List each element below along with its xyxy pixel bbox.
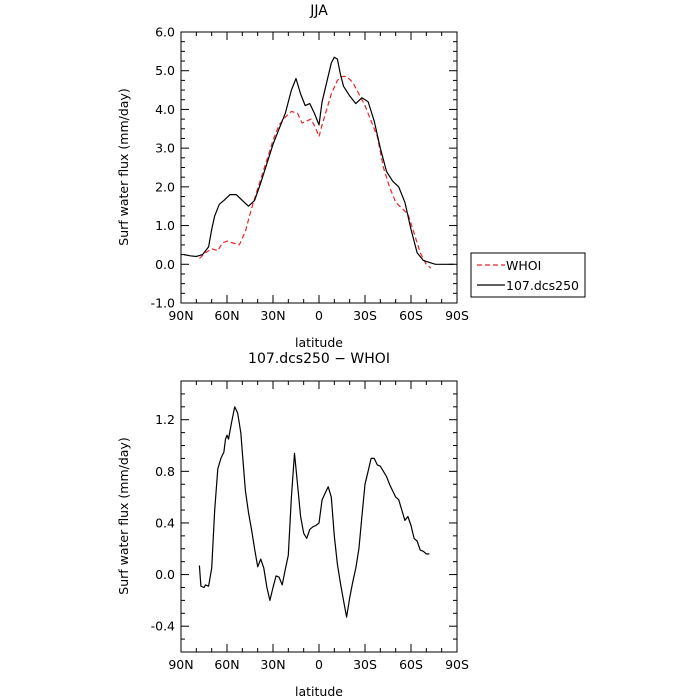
- legend-label-model: 107.dcs250: [506, 278, 579, 293]
- bottom-plot-frame: [180, 380, 458, 653]
- top-plot-frame: [180, 31, 458, 304]
- top-ytick-label: 2.0: [155, 179, 175, 194]
- bottom-ytick-label: 0.0: [155, 567, 175, 582]
- top-xtick-label: 0: [315, 308, 323, 323]
- bottom-ytick-label: 0.8: [155, 464, 175, 479]
- top-series-line-107-dcs250: [183, 56, 454, 265]
- bottom-series-line-difference: [198, 406, 430, 618]
- top-series-layer: [183, 56, 454, 269]
- bottom-panel-title: 107.dcs250 − WHOI: [248, 351, 390, 367]
- top-xtick-label: 30S: [353, 308, 377, 323]
- top-xtick-label: 90N: [168, 308, 193, 323]
- bottom-xtick-label: 30S: [353, 657, 377, 672]
- bottom-ytick-label: 0.4: [155, 515, 175, 530]
- bottom-xtick-label: 90S: [445, 657, 469, 672]
- top-xtick-label: 90S: [445, 308, 469, 323]
- top-panel-title: JJA: [309, 3, 328, 19]
- bottom-xtick-label: 0: [315, 657, 323, 672]
- bottom-y-axis-label: Surf water flux (mm/day): [116, 437, 131, 594]
- bottom-series-layer: [198, 406, 430, 618]
- top-series-line-whoi: [198, 75, 432, 269]
- top-ytick-label: 5.0: [155, 63, 175, 78]
- legend-label-whoi: WHOI: [506, 258, 541, 273]
- top-ytick-label: 3.0: [155, 141, 175, 156]
- bottom-x-axis-label: latitude: [295, 684, 343, 699]
- bottom-ytick-label: -0.4: [151, 619, 175, 634]
- bottom-xtick-label: 90N: [168, 657, 193, 672]
- top-ytick-label: 4.0: [155, 102, 175, 117]
- top-x-axis-label: latitude: [295, 335, 343, 350]
- bottom-ytick-label: 1.2: [155, 412, 175, 427]
- legend-box: [470, 252, 586, 298]
- bottom-xtick-label: 60N: [214, 657, 239, 672]
- bottom-panel: 107.dcs250 − WHOI 90N 60N 30N 0 30S 60S 90S -0.…: [116, 351, 469, 699]
- top-panel: JJA 90N 60N 30N 0 30S 60S 90S -1.0 0.0 1.0 2.0 3.0 4…: [116, 3, 469, 350]
- legend: WHOI 107.dcs250: [470, 252, 586, 298]
- bottom-xtick-label: 30N: [260, 657, 285, 672]
- top-xtick-label: 60N: [214, 308, 239, 323]
- top-xtick-label: 60S: [399, 308, 423, 323]
- top-ytick-label: -1.0: [151, 296, 175, 311]
- top-xtick-label: 30N: [260, 308, 285, 323]
- top-ytick-label: 0.0: [155, 257, 175, 272]
- top-y-axis-label: Surf water flux (mm/day): [116, 88, 131, 245]
- top-ytick-label: 6.0: [155, 25, 175, 40]
- top-ticks: 90N 60N 30N 0 30S 60S 90S -1.0 0.0 1.0 2.0 3.0 4.0 5.…: [151, 25, 469, 324]
- bottom-xtick-label: 60S: [399, 657, 423, 672]
- top-ytick-label: 1.0: [155, 218, 175, 233]
- bottom-ticks: 90N 60N 30N 0 30S 60S 90S -0.4 0.0 0.4 0.8 1.2: [151, 380, 469, 672]
